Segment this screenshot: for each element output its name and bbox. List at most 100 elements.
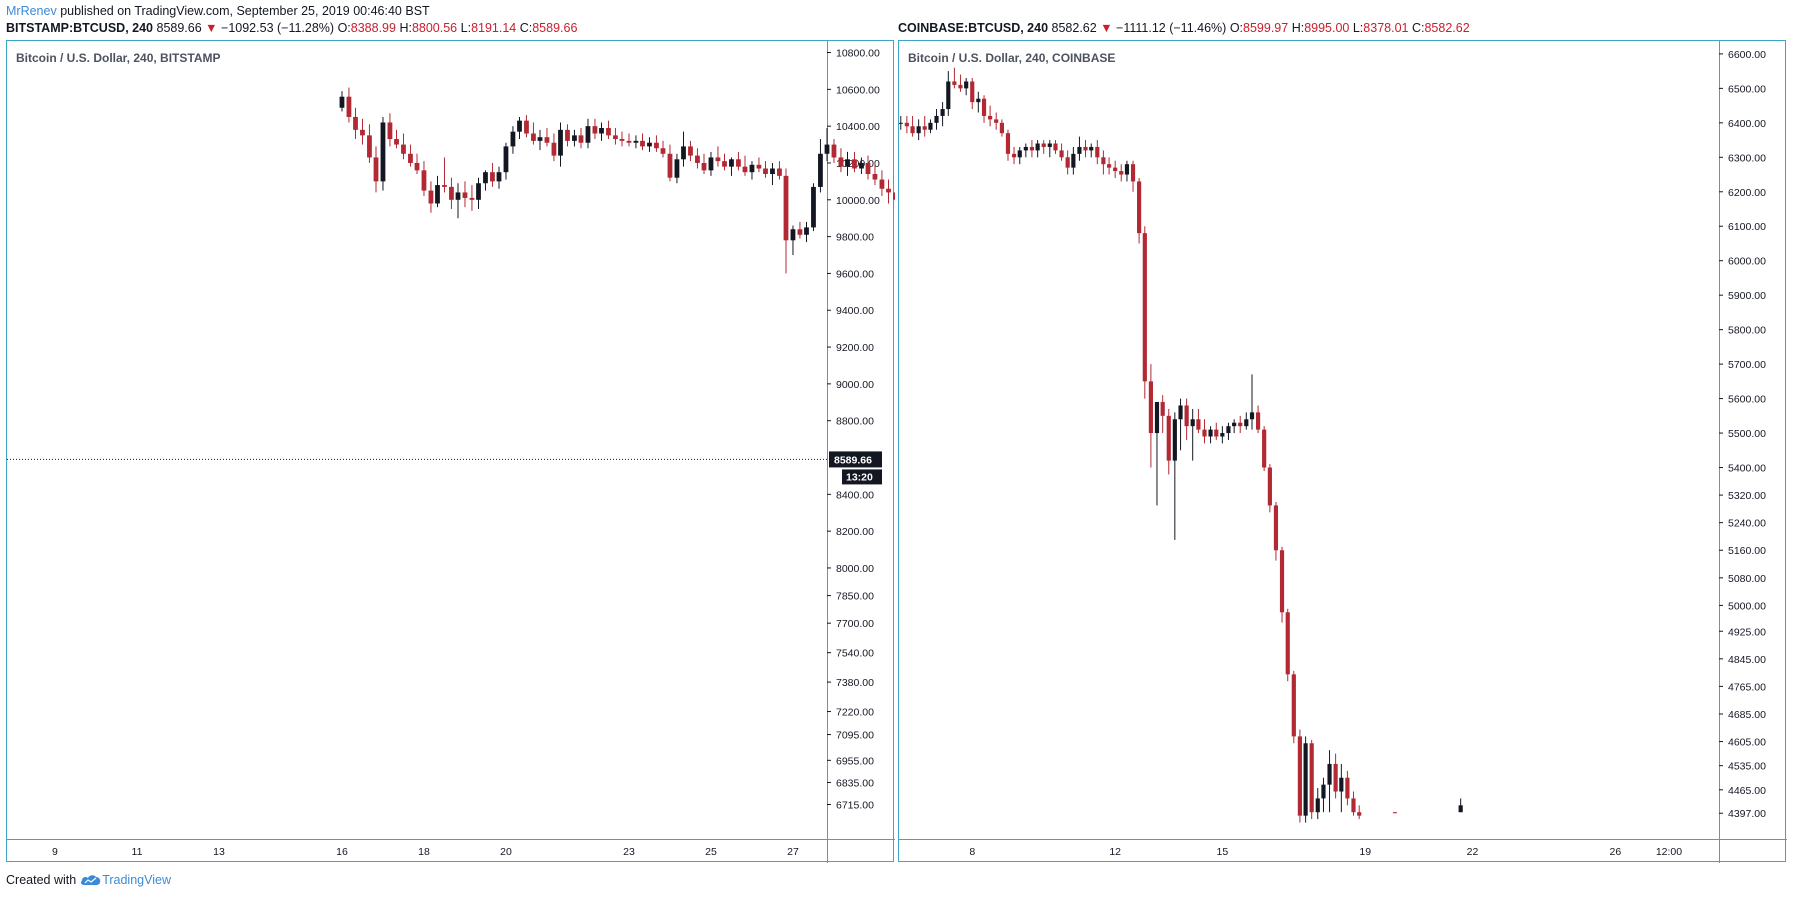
candle[interactable] xyxy=(1339,763,1344,813)
candle[interactable] xyxy=(749,161,755,180)
candle[interactable] xyxy=(1130,160,1136,192)
tradingview-logo[interactable]: TradingView xyxy=(80,873,171,887)
candle[interactable] xyxy=(838,148,844,173)
candle[interactable] xyxy=(852,151,857,173)
candle[interactable] xyxy=(1190,408,1195,461)
candle[interactable] xyxy=(1256,405,1261,434)
candle[interactable] xyxy=(824,127,830,162)
candle[interactable] xyxy=(476,177,481,209)
candle[interactable] xyxy=(1315,788,1320,820)
candle[interactable] xyxy=(886,179,891,204)
candle[interactable] xyxy=(1166,408,1171,475)
candle[interactable] xyxy=(970,78,975,110)
candle[interactable] xyxy=(585,118,591,149)
candle[interactable] xyxy=(964,78,969,96)
candle[interactable] xyxy=(551,133,557,162)
candle[interactable] xyxy=(1291,670,1296,744)
bitstamp-chart-panel[interactable]: 10800.00 10600.00 10400.00 10200.00 10000.00… xyxy=(6,40,895,863)
candle[interactable] xyxy=(640,133,645,151)
candle[interactable] xyxy=(647,137,652,152)
candle[interactable] xyxy=(490,162,495,187)
candle[interactable] xyxy=(695,148,700,169)
candle[interactable] xyxy=(1005,129,1011,161)
candle[interactable] xyxy=(1333,753,1338,799)
candle[interactable] xyxy=(722,153,727,171)
candle[interactable] xyxy=(729,157,734,176)
candle[interactable] xyxy=(804,221,809,243)
candle[interactable] xyxy=(756,157,762,173)
bitstamp-chart-svg[interactable]: 10800.0010600.0010400.0010200.0010000.00… xyxy=(7,41,895,863)
candle[interactable] xyxy=(1137,177,1142,244)
candle[interactable] xyxy=(976,91,981,113)
candle[interactable] xyxy=(701,153,707,175)
candle[interactable] xyxy=(1035,140,1040,158)
candle[interactable] xyxy=(1124,160,1130,182)
candle[interactable] xyxy=(531,122,536,145)
candle[interactable] xyxy=(831,139,837,163)
candle[interactable] xyxy=(1232,419,1237,434)
candle[interactable] xyxy=(401,133,406,160)
candle[interactable] xyxy=(660,140,666,158)
candle[interactable] xyxy=(613,127,618,145)
candle[interactable] xyxy=(346,87,352,123)
candle[interactable] xyxy=(674,153,680,184)
candle[interactable] xyxy=(367,124,372,163)
candle[interactable] xyxy=(818,139,823,193)
candle[interactable] xyxy=(517,116,522,140)
candle[interactable] xyxy=(899,115,903,130)
candle[interactable] xyxy=(510,126,516,154)
candle[interactable] xyxy=(1119,164,1124,182)
tradingview-brand[interactable]: TradingView xyxy=(102,873,171,887)
candle[interactable] xyxy=(1059,143,1064,161)
candle[interactable] xyxy=(1458,798,1463,813)
candle[interactable] xyxy=(1178,398,1183,451)
candle[interactable] xyxy=(558,122,563,167)
candle[interactable] xyxy=(565,124,570,147)
candle[interactable] xyxy=(1017,146,1022,165)
candle[interactable] xyxy=(988,105,993,127)
candle[interactable] xyxy=(578,127,584,149)
candle[interactable] xyxy=(1095,140,1100,165)
candle[interactable] xyxy=(469,185,475,211)
symbol-label[interactable]: BITSTAMP:BTCUSD, 240 xyxy=(6,21,154,35)
candle[interactable] xyxy=(981,95,987,123)
candle[interactable] xyxy=(1279,546,1285,623)
candle[interactable] xyxy=(1321,777,1326,813)
candle[interactable] xyxy=(893,185,895,209)
candle[interactable] xyxy=(763,161,768,178)
candle[interactable] xyxy=(373,146,379,193)
candle[interactable] xyxy=(1160,395,1165,434)
candle[interactable] xyxy=(999,119,1004,137)
candle[interactable] xyxy=(1238,415,1243,434)
candle[interactable] xyxy=(353,107,358,140)
candle[interactable] xyxy=(455,183,461,219)
candle[interactable] xyxy=(879,170,885,197)
coinbase-chart-panel[interactable]: 6600.00 6500.00 6400.00 6300.00 6200.00 6100.… xyxy=(898,40,1787,863)
candle[interactable] xyxy=(483,170,488,191)
candle[interactable] xyxy=(633,135,639,149)
candle[interactable] xyxy=(1107,157,1112,175)
candle[interactable] xyxy=(1351,791,1356,816)
candle[interactable] xyxy=(688,140,693,162)
candle[interactable] xyxy=(442,157,447,193)
candle[interactable] xyxy=(910,115,915,137)
candle[interactable] xyxy=(1047,140,1052,158)
candle[interactable] xyxy=(1303,736,1308,823)
candle[interactable] xyxy=(904,115,909,134)
candle[interactable] xyxy=(1327,750,1332,813)
symbol-label[interactable]: COINBASE:BTCUSD, 240 xyxy=(898,21,1049,35)
candle[interactable] xyxy=(1041,140,1046,154)
author-link[interactable]: MrRenev xyxy=(6,4,57,18)
candle[interactable] xyxy=(708,151,714,176)
candle[interactable] xyxy=(537,129,543,151)
candle[interactable] xyxy=(845,151,850,176)
candle[interactable] xyxy=(524,115,529,138)
candle[interactable] xyxy=(1244,412,1249,430)
candle[interactable] xyxy=(777,161,782,180)
candle[interactable] xyxy=(1273,501,1279,561)
candle[interactable] xyxy=(1029,140,1034,158)
candle[interactable] xyxy=(619,131,625,147)
candle[interactable] xyxy=(1172,412,1177,540)
candle[interactable] xyxy=(1309,739,1314,820)
candle[interactable] xyxy=(916,119,921,141)
